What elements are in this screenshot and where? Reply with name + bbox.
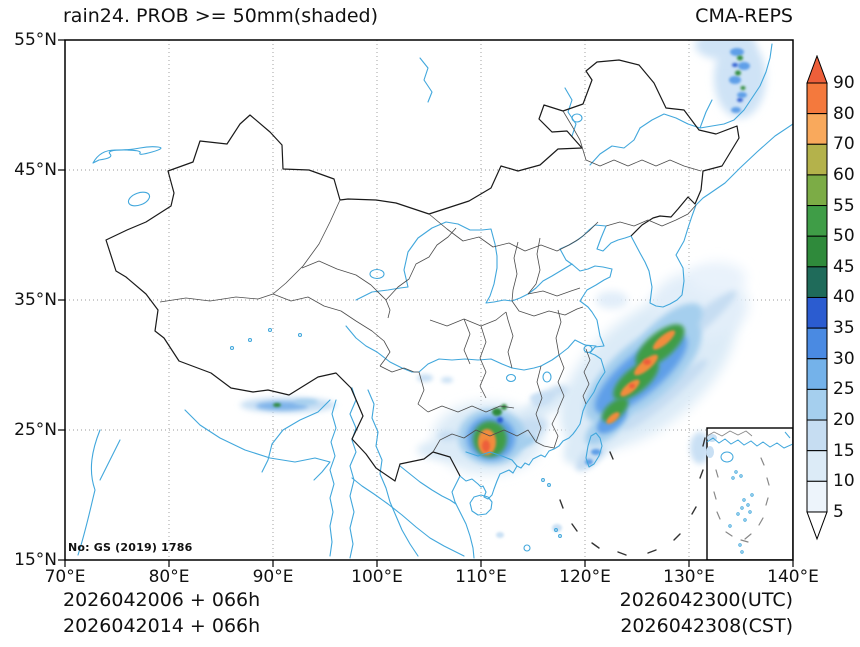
colorbar-segment <box>806 82 828 115</box>
national-boundary <box>105 59 740 482</box>
colorbar-tick-label: 50 <box>833 226 855 247</box>
precip-east-china-sea-band <box>560 262 748 472</box>
x-tick-80e: 80°E <box>148 567 190 587</box>
colorbar-tick-label: 45 <box>833 256 855 277</box>
songhua-river <box>589 127 641 166</box>
colorbar-tick-label: 40 <box>833 287 855 308</box>
colorbar-tick-label: 90 <box>833 73 855 93</box>
colorbar-segment <box>806 480 828 513</box>
colorbar-over-arrow <box>806 55 828 84</box>
colorbar-segment <box>806 235 828 268</box>
colorbar-tick-label: 60 <box>833 164 855 185</box>
colorbar-tick-label: 25 <box>833 379 855 400</box>
qinghai-lake <box>369 268 385 280</box>
y-tick-45n: 45°N <box>14 160 57 180</box>
colorbar-tick-label: 35 <box>833 318 855 339</box>
colorbar-segment <box>806 450 828 482</box>
valid-time-cst-label: 2026042308(CST) <box>620 615 793 637</box>
colorbar-segment <box>806 296 828 329</box>
probability-colorbar: 90 80 70 60 55 50 45 40 35 30 25 20 15 10 5 <box>806 55 860 547</box>
colorbar-svg <box>806 55 828 541</box>
inset-islands <box>728 470 754 554</box>
yellow-river <box>355 221 573 304</box>
inset-nine-dash <box>713 457 770 543</box>
x-tick-110e: 110°E <box>455 567 507 587</box>
valid-time-utc-label: 2026042300(UTC) <box>619 589 793 611</box>
colorbar-segment <box>806 174 828 207</box>
plot-title: rain24. PROB >= 50mm(shaded) <box>63 5 379 27</box>
colorbar-segment <box>806 358 828 390</box>
colorbar-segment <box>806 388 828 421</box>
x-tick-100e: 100°E <box>351 567 403 587</box>
x-tick-130e: 130°E <box>663 567 715 587</box>
x-tick-140e: 140°E <box>767 567 819 587</box>
colorbar-tick-label: 5 <box>833 501 844 522</box>
y-tick-25n: 25°N <box>14 420 57 440</box>
model-name-label: CMA-REPS <box>695 5 793 27</box>
colorbar-tick-label: 20 <box>833 410 855 431</box>
colorbar-segment <box>806 327 828 360</box>
colorbar-tick-label: 10 <box>833 471 855 492</box>
colorbar-tick-label: 80 <box>833 103 855 124</box>
coastlines-and-rivers <box>77 43 793 559</box>
x-tick-90e: 90°E <box>252 567 294 587</box>
axis-ticks <box>58 39 794 567</box>
colorbar-tick-label: 70 <box>833 134 855 155</box>
precip-south-china-cluster <box>417 386 574 474</box>
hainan-island <box>469 494 493 516</box>
y-tick-15n: 15°N <box>14 550 57 570</box>
x-tick-70e: 70°E <box>44 567 86 587</box>
colorbar-segment <box>806 113 828 145</box>
lake-balkhash <box>92 146 162 164</box>
amur-river <box>639 43 773 129</box>
colorbar-tick-label: 55 <box>833 195 855 216</box>
precip-himalaya-streak <box>240 397 336 413</box>
south-china-sea-inset <box>706 427 793 560</box>
yangtze-river <box>345 325 597 373</box>
map-license-label: No: GS (2019) 1786 <box>68 541 193 554</box>
colorbar-tick-label: 15 <box>833 440 855 461</box>
precip-shading <box>240 40 766 538</box>
russia-coastline <box>695 123 793 206</box>
colorbar-segment <box>806 205 828 237</box>
colorbar-segment <box>806 143 828 176</box>
init-time-utc-label: 2026042006 + 066h <box>63 589 261 611</box>
nine-dash-line <box>559 437 706 556</box>
precip-northeast-patch <box>695 40 766 118</box>
colorbar-segment <box>806 419 828 452</box>
taiwan-island <box>585 432 603 468</box>
colorbar-under-arrow <box>806 511 828 541</box>
x-tick-120e: 120°E <box>559 567 611 587</box>
y-tick-35n: 35°N <box>14 290 57 310</box>
init-time-cst-label: 2026042014 + 066h <box>63 615 261 637</box>
colorbar-segment <box>806 266 828 298</box>
y-tick-55n: 55°N <box>14 30 57 50</box>
colorbar-tick-label: 30 <box>833 348 855 369</box>
pearl-river <box>465 451 518 467</box>
korea-coastline <box>630 204 697 308</box>
province-boundaries <box>159 110 702 453</box>
